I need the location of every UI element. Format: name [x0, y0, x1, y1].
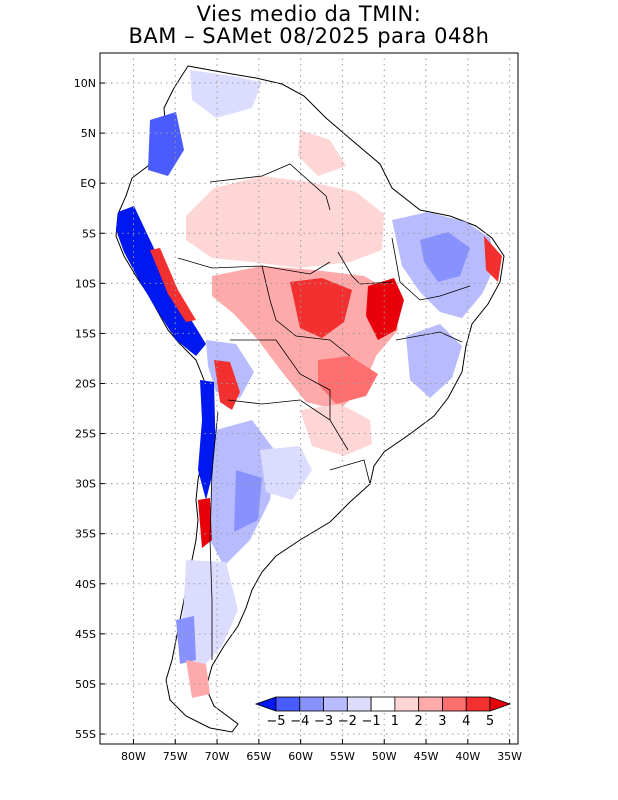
lon-tick-label: 60W: [288, 750, 313, 763]
lat-tick-label: 45S: [75, 628, 96, 641]
bias-patches: [116, 70, 502, 698]
lon-tick-label: 75W: [163, 750, 188, 763]
lat-tick-label: 20S: [75, 377, 96, 390]
colorbar-segment: [346, 696, 372, 712]
colorbar-label: 2: [415, 714, 423, 729]
bias-patch-magallanes-red: [186, 660, 210, 698]
colorbar-label: −3: [314, 714, 333, 729]
colorbar-segment: [275, 696, 301, 712]
lat-tick-label: EQ: [80, 177, 96, 190]
lat-tick-label: 35S: [75, 528, 96, 541]
colorbar-label: −1: [362, 714, 381, 729]
colorbar-label: −4: [290, 714, 309, 729]
colorbar-label: 4: [462, 714, 470, 729]
colorbar-segment: [442, 696, 467, 712]
lon-tick-label: 80W: [121, 750, 146, 763]
lon-tick-label: 40W: [455, 750, 480, 763]
graticule: [100, 53, 518, 744]
bias-patch-chile-north: [198, 380, 216, 500]
bias-patch-atacama-red: [214, 360, 240, 410]
latitude-labels: 10N 5N EQ 5S 10S 15S 20S 25S 30S 35S 40S 45S 50S 55S: [74, 77, 105, 741]
colorbar: −5 −4 −3 −2 −1 1 2 3 4 5: [254, 696, 512, 729]
lat-tick-label: 10N: [74, 77, 96, 90]
bias-patch-guianas: [298, 130, 346, 176]
colorbar-segment: [465, 696, 491, 712]
lon-tick-label: 65W: [246, 750, 271, 763]
bias-patch-east-brazil: [406, 324, 462, 398]
lat-tick-label: 15S: [75, 327, 96, 340]
bias-patch-tocantins: [366, 278, 404, 340]
colorbar-segment: [394, 696, 420, 712]
longitude-labels: 80W 75W 70W 65W 60W 55W 50W 45W 40W 35W: [121, 739, 522, 763]
bias-patch-northeast-coast: [484, 236, 502, 282]
colorbar-segment: [489, 696, 512, 712]
bias-patch-colombia: [148, 112, 184, 176]
bias-patch-mato-grosso: [290, 278, 352, 338]
lat-tick-label: 40S: [75, 578, 96, 591]
lat-tick-label: 10S: [75, 277, 96, 290]
colorbar-label: 1: [391, 714, 399, 729]
bias-patch-venezuela: [190, 70, 262, 118]
bias-patch-northeast-dark: [420, 232, 470, 282]
lat-tick-label: 5S: [82, 227, 96, 240]
lon-tick-label: 35W: [497, 750, 522, 763]
lat-tick-label: 25S: [75, 428, 96, 441]
colorbar-segment: [323, 696, 348, 712]
chart-title-line1: Vies medio da TMIN:: [196, 2, 422, 26]
bias-patch-andes-red: [150, 248, 196, 322]
bias-patch-pantanal: [318, 356, 378, 404]
lon-tick-label: 55W: [330, 750, 355, 763]
lon-tick-label: 50W: [372, 750, 397, 763]
colorbar-label: −5: [266, 714, 285, 729]
bias-patch-patagonia-blue: [176, 616, 196, 664]
lat-tick-label: 50S: [75, 678, 96, 691]
colorbar-segment: [370, 696, 396, 712]
chart-title-line2: BAM – SAMet 08/2025 para 048h: [128, 24, 490, 48]
lat-tick-label: 5N: [81, 127, 96, 140]
bias-patch-argentina-mid: [234, 470, 262, 532]
bias-patch-amazon: [186, 176, 384, 268]
colorbar-label: 3: [438, 714, 446, 729]
colorbar-label: −2: [338, 714, 357, 729]
lat-tick-label: 55S: [75, 728, 96, 741]
bias-patch-chile-central-red: [198, 498, 212, 548]
bias-patch-peru-coast: [116, 206, 206, 356]
colorbar-segment: [418, 696, 443, 712]
country-borders: [177, 163, 471, 660]
lon-tick-label: 70W: [205, 750, 230, 763]
colorbar-segment: [299, 696, 324, 712]
colorbar-label: 5: [486, 714, 494, 729]
lon-tick-label: 45W: [414, 750, 439, 763]
lat-tick-label: 30S: [75, 478, 96, 491]
bias-patch-pampas: [260, 446, 312, 500]
